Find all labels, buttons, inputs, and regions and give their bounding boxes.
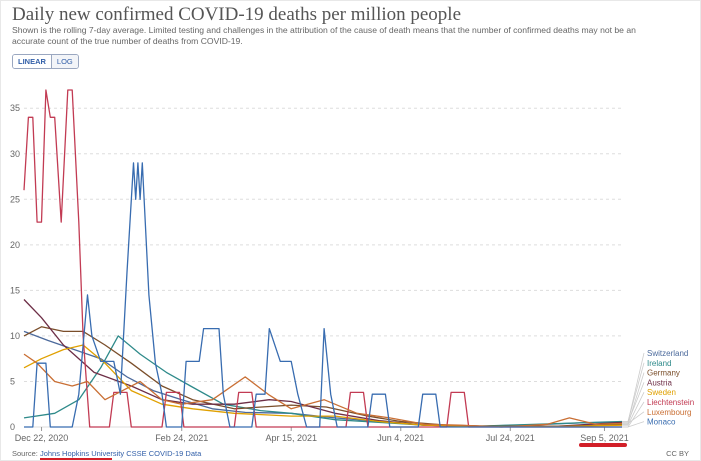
x-tick-label: Sep 5, 2021 — [580, 433, 629, 443]
source-link-underline — [40, 458, 112, 460]
legend-label-monaco: Monaco — [647, 418, 676, 427]
legend-label-liechtenstein: Liechtenstein — [647, 398, 694, 407]
source-link[interactable]: Johns Hopkins University CSSE COVID-19 D… — [39, 449, 202, 458]
legend-label-germany: Germany — [647, 369, 680, 378]
legend-connector — [622, 421, 645, 428]
x-tick-label: Jul 24, 2021 — [486, 433, 535, 443]
source-note: Source: Johns Hopkins University CSSE CO… — [12, 449, 201, 458]
chart-title: Daily new confirmed COVID-19 deaths per … — [12, 4, 462, 25]
legend-connector — [622, 382, 645, 423]
legend-connector — [622, 411, 645, 424]
legend-label-austria: Austria — [647, 378, 672, 387]
y-tick-label: 0 — [10, 422, 15, 432]
legend-label-luxembourg: Luxembourg — [647, 408, 691, 417]
linear-scale-button[interactable]: LINEAR — [13, 55, 52, 68]
legend-connector — [622, 392, 645, 426]
y-tick-label: 25 — [10, 194, 20, 204]
y-tick-label: 10 — [10, 331, 20, 341]
y-tick-label: 35 — [10, 103, 20, 113]
chart-subtitle: Shown is the rolling 7-day average. Limi… — [12, 25, 636, 46]
series-line-liechtenstein — [23, 89, 622, 428]
series-line-sweden — [23, 344, 623, 428]
license-label: CC BY — [666, 449, 689, 458]
y-tick-label: 15 — [10, 285, 20, 295]
x-tick-label: Dec 22, 2020 — [15, 433, 69, 443]
legend-label-ireland: Ireland — [647, 359, 671, 368]
series-line-monaco — [24, 162, 622, 428]
scale-toggle: LINEAR LOG — [12, 54, 79, 69]
y-tick-label: 5 — [10, 376, 15, 386]
legend-label-switzerland: Switzerland — [647, 349, 688, 358]
y-tick-label: 30 — [10, 149, 20, 159]
legend-connector — [622, 352, 645, 423]
y-tick-label: 20 — [10, 240, 20, 250]
log-scale-button[interactable]: LOG — [51, 55, 78, 68]
legend-connector — [622, 362, 645, 422]
x-tick-label: Feb 24, 2021 — [155, 433, 208, 443]
source-prefix: Source: — [12, 449, 40, 458]
time-slider-handle[interactable] — [579, 443, 627, 447]
legend-label-sweden: Sweden — [647, 388, 676, 397]
x-tick-label: Apr 15, 2021 — [265, 433, 317, 443]
x-tick-label: Jun 4, 2021 — [377, 433, 424, 443]
